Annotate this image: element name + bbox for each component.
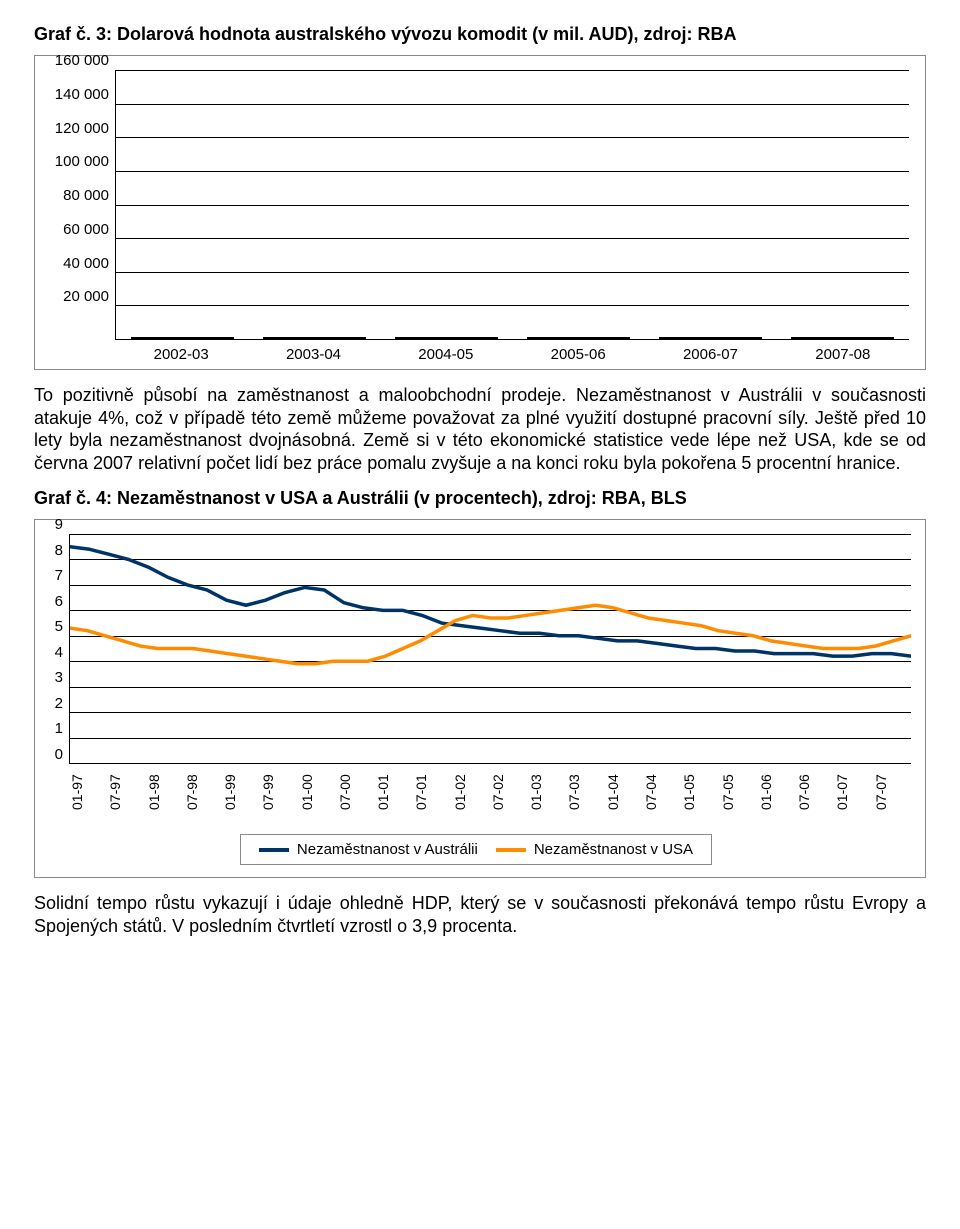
bar-xaxis-label: 2002-03	[115, 346, 247, 363]
line-xaxis-label: 07-01	[413, 768, 451, 816]
bar	[659, 337, 762, 339]
legend-swatch-australia	[259, 848, 289, 852]
bar-chart-xaxis: 2002-032003-042004-052005-062006-072007-…	[115, 346, 909, 363]
legend-item-australia: Nezaměstnanost v Austrálii	[259, 841, 478, 858]
bar	[395, 337, 498, 339]
line-xaxis-label: 01-98	[146, 768, 184, 816]
line-xaxis-label: 01-02	[452, 768, 490, 816]
line-xaxis-label: 01-06	[758, 768, 796, 816]
line-xaxis-label: 07-97	[107, 768, 145, 816]
bar-xaxis-label: 2004-05	[380, 346, 512, 363]
line-xaxis-label: 01-04	[605, 768, 643, 816]
line-xaxis-label: 07-06	[796, 768, 834, 816]
line-xaxis-label: 01-99	[222, 768, 260, 816]
bar	[263, 337, 366, 339]
line-xaxis-label: 07-04	[643, 768, 681, 816]
line-xaxis-label: 01-01	[375, 768, 413, 816]
line-xaxis-label: 01-00	[299, 768, 337, 816]
bar-slot	[513, 337, 645, 339]
line-xaxis-label: 07-03	[566, 768, 604, 816]
line-xaxis-label: 07-00	[337, 768, 375, 816]
line-xaxis-label: 07-98	[184, 768, 222, 816]
line-series	[70, 547, 911, 656]
paragraph-2: Solidní tempo růstu vykazují i údaje ohl…	[34, 892, 926, 937]
line-xaxis-label: 01-03	[528, 768, 566, 816]
line-xaxis-label: 07-05	[720, 768, 758, 816]
bar-slot	[116, 337, 248, 339]
line-chart-legend: Nezaměstnanost v Austrálii Nezaměstnanos…	[240, 834, 712, 865]
line-chart-xaxis: 01-9707-9701-9807-9801-9907-9901-0007-00…	[69, 768, 911, 816]
legend-label-usa: Nezaměstnanost v USA	[534, 841, 693, 858]
bar-slot	[777, 337, 909, 339]
paragraph-1: To pozitivně působí na zaměstnanost a ma…	[34, 384, 926, 474]
bar-chart-yaxis: 160 000140 000120 000100 00080 00060 000…	[45, 70, 115, 340]
bar	[791, 337, 894, 339]
bar-chart-title: Graf č. 3: Dolarová hodnota australského…	[34, 24, 926, 45]
line-xaxis-label: 07-02	[490, 768, 528, 816]
bar-xaxis-label: 2005-06	[512, 346, 644, 363]
bar-slot	[645, 337, 777, 339]
bar-chart: 160 000140 000120 000100 00080 00060 000…	[34, 55, 926, 370]
bar	[527, 337, 630, 339]
legend-swatch-usa	[496, 848, 526, 852]
line-chart-svg	[70, 534, 911, 763]
bar-xaxis-label: 2007-08	[777, 346, 909, 363]
line-xaxis-label: 01-05	[681, 768, 719, 816]
bar	[131, 337, 234, 339]
bar-xaxis-label: 2006-07	[644, 346, 776, 363]
bar-chart-plot	[115, 70, 909, 340]
line-xaxis-label: 01-07	[834, 768, 872, 816]
legend-item-usa: Nezaměstnanost v USA	[496, 841, 693, 858]
legend-label-australia: Nezaměstnanost v Austrálii	[297, 841, 478, 858]
line-xaxis-label: 01-97	[69, 768, 107, 816]
line-xaxis-label: 07-07	[873, 768, 911, 816]
line-xaxis-label: 07-99	[260, 768, 298, 816]
line-chart: 9876543210 01-9707-9701-9807-9801-9907-9…	[34, 519, 926, 878]
line-chart-yaxis: 9876543210	[41, 534, 69, 764]
line-chart-title: Graf č. 4: Nezaměstnanost v USA a Austrá…	[34, 488, 926, 509]
line-chart-plot	[69, 534, 911, 764]
bar-xaxis-label: 2003-04	[247, 346, 379, 363]
bar-slot	[248, 337, 380, 339]
bar-slot	[380, 337, 512, 339]
